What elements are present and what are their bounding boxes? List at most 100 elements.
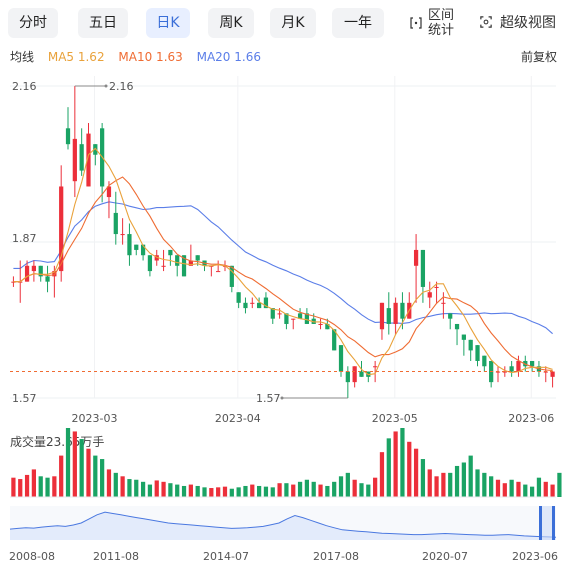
y-axis-labels: 2.16 1.87 1.57 [12, 80, 37, 405]
ma10-legend: MA10 1.63 [118, 50, 183, 64]
overview-handle-left [539, 506, 542, 540]
volume-bar [52, 476, 57, 497]
candle-body [509, 366, 514, 372]
tab-one-year[interactable]: 一年 [332, 8, 384, 38]
candle-body [338, 345, 344, 372]
overview-x-tick-label: 2023-06 [512, 550, 558, 563]
volume-bar [222, 486, 228, 497]
overview-x-tick-label: 2008-08 [9, 550, 55, 563]
candle-body [229, 265, 234, 287]
volume-bars: 成交量23.65万手 [10, 428, 562, 498]
candle-body [86, 133, 91, 187]
overview-x-tick-label: 2011-08 [93, 550, 139, 563]
history-overview: 2008-08 2011-08 2014-07 2017-08 2020-07 2023-… [9, 506, 558, 563]
candle-body [448, 313, 453, 319]
candle-body [277, 313, 282, 315]
volume-bar [236, 487, 241, 497]
candle-body [516, 360, 521, 372]
candle-body [147, 255, 153, 272]
volume-bar [502, 483, 507, 497]
volume-bar [202, 487, 207, 497]
volume-bar [311, 481, 316, 497]
tab-minute[interactable]: 分时 [8, 8, 58, 38]
volume-bar [304, 479, 310, 497]
volume-bar [454, 465, 460, 497]
candle-body [434, 286, 439, 288]
volume-bar [31, 469, 37, 497]
volume-bar [113, 472, 118, 497]
candle-body [461, 334, 466, 340]
max-marker-label: 2.16 [109, 80, 134, 93]
volume-bar [338, 476, 344, 497]
volume-bar [263, 486, 269, 497]
volume-bar [352, 479, 357, 497]
volume-bar [284, 483, 289, 497]
candle-body [256, 302, 262, 309]
candle-body [352, 366, 357, 383]
candle-body [550, 371, 555, 377]
candle-body [441, 302, 446, 304]
x-axis-labels: 2023-03 2023-04 2023-05 2023-06 [72, 412, 555, 425]
ma-series [13, 147, 553, 376]
tab-daily-k[interactable]: 日K [146, 8, 190, 38]
volume-bar [277, 483, 282, 497]
candle-body [31, 265, 37, 272]
candle-body [386, 308, 391, 324]
volume-bar [161, 481, 166, 497]
candle-body [45, 276, 50, 282]
forward-adjust-toggle[interactable]: 前复权 [520, 50, 557, 64]
volume-bar [229, 488, 234, 497]
period-tabs: 分时 五日 日K 周K 月K 一年 区间 统计 超级视图 [0, 6, 582, 40]
volume-bar [270, 487, 275, 497]
volume-bar [393, 431, 398, 497]
super-view-label: 超级视图 [500, 15, 556, 31]
volume-bar [400, 428, 405, 497]
volume-bar [345, 472, 350, 497]
candle-body [65, 128, 71, 145]
ma20-legend: MA20 1.66 [196, 50, 261, 64]
overview-x-tick-label: 2017-08 [313, 550, 359, 563]
candle-body [113, 212, 118, 235]
volume-bar [168, 483, 173, 497]
candle-body [243, 302, 248, 309]
candle-body [482, 355, 487, 367]
volume-bar [366, 484, 371, 497]
overview-x-tick-label: 2014-07 [203, 550, 249, 563]
volume-bar [195, 485, 200, 497]
volume-bar [216, 487, 221, 497]
candle-body [318, 323, 323, 325]
volume-bar [38, 476, 43, 497]
volume-bar [386, 438, 391, 497]
volume-bar [516, 481, 521, 497]
volume-bar [243, 485, 248, 497]
candle-body [270, 308, 275, 319]
volume-bar [140, 481, 146, 497]
tab-monthly-k[interactable]: 月K [270, 8, 316, 38]
price-markers: 2.16 1.57 [10, 80, 556, 405]
range-stats-button[interactable]: 区间 统计 [410, 8, 460, 38]
bracket-range-icon [410, 17, 422, 29]
tab-weekly-k[interactable]: 周K [208, 8, 254, 38]
y-tick-label: 2.16 [12, 80, 37, 93]
tab-five-day[interactable]: 五日 [78, 8, 128, 38]
min-marker-dot [280, 396, 284, 400]
y-tick-label: 1.87 [12, 232, 37, 245]
candle-body [236, 292, 241, 303]
ma-legend-title: 均线 [10, 50, 35, 64]
volume-bar [106, 469, 112, 497]
volume-bar [461, 462, 466, 497]
x-tick-label: 2023-04 [215, 412, 261, 425]
volume-bar [209, 488, 214, 497]
max-marker-dot [104, 84, 108, 88]
volume-bar [495, 479, 501, 497]
volume-bar [482, 472, 487, 497]
candlestick-series [11, 86, 555, 398]
volume-bar [147, 484, 153, 497]
volume-bar [543, 481, 548, 497]
volume-bar [45, 477, 50, 497]
super-view-button[interactable]: 超级视图 [480, 8, 570, 38]
volume-bar [291, 484, 296, 497]
ma5-line [13, 147, 553, 376]
candle-body [134, 244, 139, 250]
